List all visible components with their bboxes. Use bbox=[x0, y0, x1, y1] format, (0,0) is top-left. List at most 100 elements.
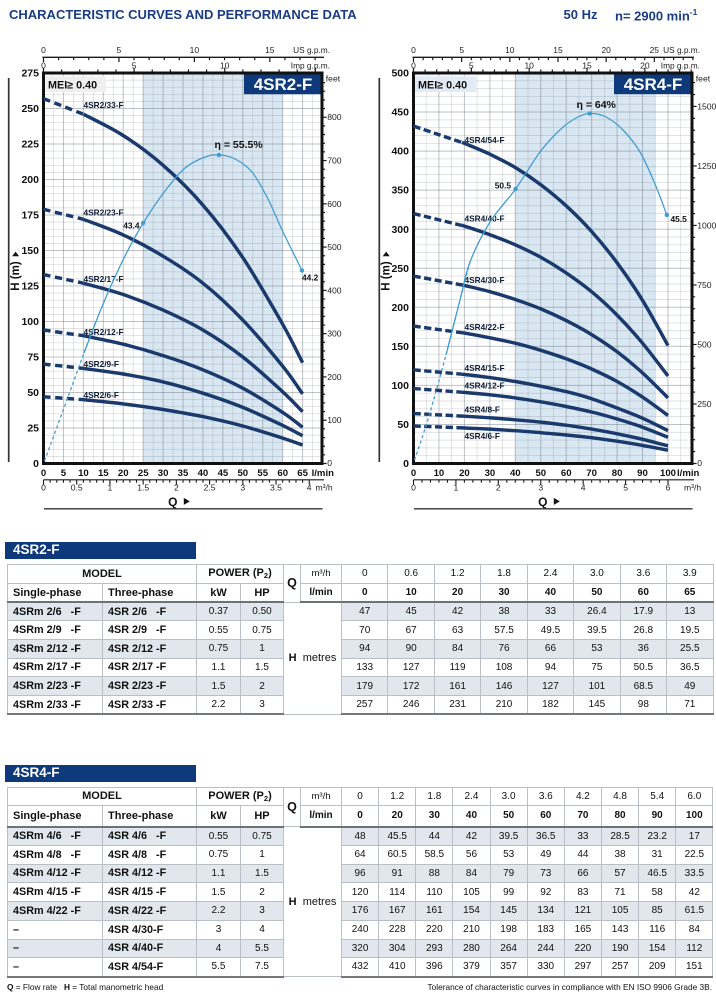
svg-text:100: 100 bbox=[660, 468, 676, 479]
svg-text:0: 0 bbox=[327, 458, 332, 468]
svg-text:50: 50 bbox=[397, 419, 409, 431]
svg-text:60: 60 bbox=[277, 468, 288, 479]
svg-text:40: 40 bbox=[510, 468, 521, 479]
svg-text:4SR4/12-F: 4SR4/12-F bbox=[465, 381, 505, 391]
svg-text:80: 80 bbox=[612, 468, 623, 479]
svg-text:4: 4 bbox=[581, 482, 586, 492]
svg-text:30: 30 bbox=[485, 468, 496, 479]
svg-text:l/min: l/min bbox=[312, 468, 335, 479]
svg-text:4SR2/33-F: 4SR2/33-F bbox=[84, 100, 124, 110]
svg-text:40: 40 bbox=[198, 468, 209, 479]
svg-text:60: 60 bbox=[561, 468, 572, 479]
svg-text:4SR2/23-F: 4SR2/23-F bbox=[84, 208, 124, 218]
svg-text:500: 500 bbox=[697, 340, 712, 350]
svg-text:η = 55.5%: η = 55.5% bbox=[215, 139, 264, 151]
svg-text:0: 0 bbox=[33, 458, 39, 470]
svg-text:3.5: 3.5 bbox=[270, 482, 282, 492]
svg-text:5: 5 bbox=[469, 61, 474, 71]
svg-text:4SR4/15-F: 4SR4/15-F bbox=[465, 363, 505, 373]
svg-text:Q: Q bbox=[538, 495, 547, 509]
svg-text:50: 50 bbox=[535, 468, 546, 479]
svg-text:150: 150 bbox=[391, 341, 409, 353]
svg-text:4SR4/54-F: 4SR4/54-F bbox=[465, 135, 505, 145]
svg-text:10: 10 bbox=[190, 45, 200, 55]
svg-text:5: 5 bbox=[117, 45, 122, 55]
svg-text:275: 275 bbox=[21, 68, 39, 80]
svg-text:35: 35 bbox=[178, 468, 189, 479]
svg-text:2: 2 bbox=[174, 482, 179, 492]
svg-text:400: 400 bbox=[327, 285, 342, 295]
svg-text:25: 25 bbox=[27, 423, 39, 435]
svg-text:25: 25 bbox=[650, 45, 660, 55]
svg-text:0: 0 bbox=[41, 482, 46, 492]
svg-text:10: 10 bbox=[434, 468, 445, 479]
svg-text:Imp g.p.m.: Imp g.p.m. bbox=[291, 61, 330, 71]
svg-text:750: 750 bbox=[697, 280, 712, 290]
svg-text:175: 175 bbox=[21, 210, 39, 222]
svg-text:US g.p.m.: US g.p.m. bbox=[293, 45, 330, 55]
svg-text:20: 20 bbox=[601, 45, 611, 55]
svg-text:MEI≥ 0.40: MEI≥ 0.40 bbox=[48, 80, 97, 92]
svg-text:300: 300 bbox=[391, 224, 409, 236]
svg-text:100: 100 bbox=[21, 316, 39, 328]
svg-text:4SR2/17-F: 4SR2/17-F bbox=[84, 274, 124, 284]
svg-text:MEI≥ 0.40: MEI≥ 0.40 bbox=[418, 80, 467, 92]
svg-text:50.5: 50.5 bbox=[495, 181, 512, 191]
svg-text:US g.p.m.: US g.p.m. bbox=[663, 45, 700, 55]
svg-text:10: 10 bbox=[220, 61, 230, 71]
svg-text:20: 20 bbox=[459, 468, 470, 479]
svg-text:10: 10 bbox=[78, 468, 89, 479]
svg-text:45.5: 45.5 bbox=[671, 214, 688, 224]
svg-text:25: 25 bbox=[138, 468, 149, 479]
svg-text:1.5: 1.5 bbox=[137, 482, 149, 492]
svg-text:125: 125 bbox=[21, 281, 39, 293]
svg-text:3: 3 bbox=[538, 482, 543, 492]
svg-text:600: 600 bbox=[327, 199, 342, 209]
svg-text:4SR4-F: 4SR4-F bbox=[624, 75, 683, 94]
svg-text:400: 400 bbox=[391, 146, 409, 158]
svg-text:1: 1 bbox=[108, 482, 113, 492]
svg-text:30: 30 bbox=[158, 468, 169, 479]
svg-text:20: 20 bbox=[640, 61, 650, 71]
svg-text:4SR4/22-F: 4SR4/22-F bbox=[465, 322, 505, 332]
svg-text:50: 50 bbox=[27, 387, 39, 399]
svg-text:0: 0 bbox=[697, 458, 702, 468]
svg-text:75: 75 bbox=[27, 352, 39, 364]
svg-text:20: 20 bbox=[118, 468, 129, 479]
svg-text:m³/h: m³/h bbox=[316, 482, 333, 492]
svg-text:250: 250 bbox=[21, 103, 39, 115]
svg-text:0: 0 bbox=[41, 45, 46, 55]
svg-text:H (m): H (m) bbox=[381, 261, 393, 291]
svg-text:1250: 1250 bbox=[697, 161, 716, 171]
svg-text:feet: feet bbox=[696, 73, 711, 83]
svg-text:4SR4/8-F: 4SR4/8-F bbox=[465, 404, 501, 414]
svg-text:feet: feet bbox=[326, 73, 341, 83]
svg-text:250: 250 bbox=[391, 263, 409, 275]
svg-text:6: 6 bbox=[666, 482, 671, 492]
svg-text:4SR2/6-F: 4SR2/6-F bbox=[84, 390, 120, 400]
svg-text:5: 5 bbox=[132, 61, 137, 71]
svg-text:3: 3 bbox=[240, 482, 245, 492]
svg-text:100: 100 bbox=[391, 380, 409, 392]
svg-text:700: 700 bbox=[327, 156, 342, 166]
svg-text:800: 800 bbox=[327, 112, 342, 122]
svg-text:4SR2/9-F: 4SR2/9-F bbox=[84, 359, 120, 369]
svg-text:4SR4/40-F: 4SR4/40-F bbox=[465, 214, 505, 224]
svg-text:1000: 1000 bbox=[697, 221, 716, 231]
svg-text:0: 0 bbox=[411, 468, 416, 479]
svg-text:500: 500 bbox=[391, 68, 409, 80]
svg-text:0: 0 bbox=[411, 482, 416, 492]
svg-text:4SR2/12-F: 4SR2/12-F bbox=[84, 327, 124, 337]
svg-text:70: 70 bbox=[586, 468, 597, 479]
svg-text:1: 1 bbox=[454, 482, 459, 492]
svg-text:Q: Q bbox=[168, 495, 177, 509]
svg-text:150: 150 bbox=[21, 245, 39, 257]
svg-text:0: 0 bbox=[41, 468, 46, 479]
svg-text:55: 55 bbox=[257, 468, 268, 479]
svg-text:450: 450 bbox=[391, 107, 409, 119]
svg-text:0: 0 bbox=[41, 61, 46, 71]
svg-text:4SR4/6-F: 4SR4/6-F bbox=[465, 431, 501, 441]
svg-text:l/min: l/min bbox=[677, 468, 700, 479]
svg-text:5: 5 bbox=[623, 482, 628, 492]
svg-text:H (m): H (m) bbox=[10, 261, 22, 291]
